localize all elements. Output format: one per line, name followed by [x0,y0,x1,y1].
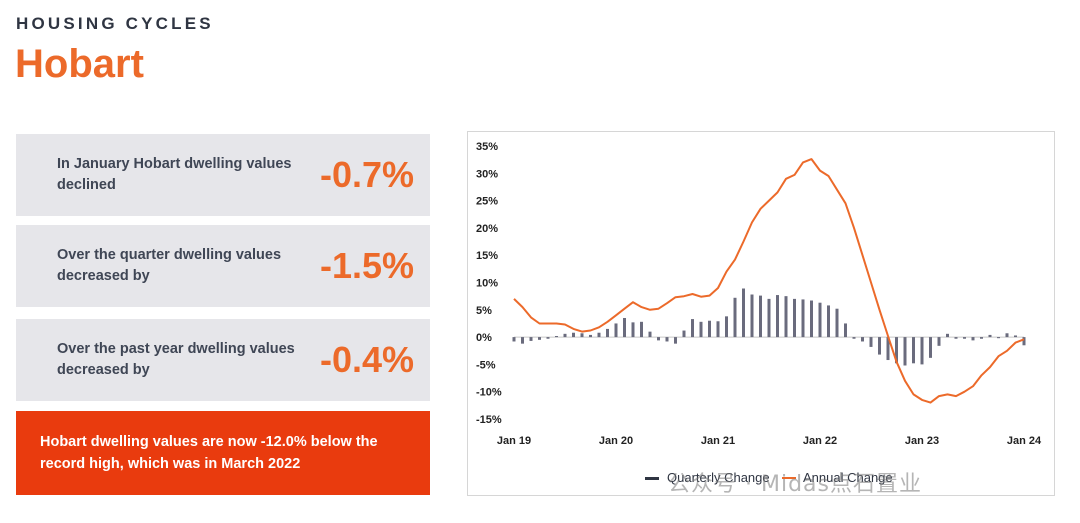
quarterly-change-bar [912,337,915,364]
quarterly-change-bar [512,337,516,342]
y-tick-label: -15% [476,414,502,426]
record-high-callout: Hobart dwelling values are now -12.0% be… [16,411,430,495]
quarterly-change-bar [810,300,813,338]
stat-text: Over the quarter dwelling values decreas… [57,247,282,284]
quarterly-change-bar [861,337,864,342]
x-tick-label: Jan 21 [701,435,735,447]
legend-label-quarterly: Quarterly Change [667,470,770,485]
quarterly-change-bar [563,333,567,338]
quarterly-change-bar [555,336,558,338]
quarterly-change-bar [895,337,898,364]
annual-change-line [513,158,1025,404]
quarterly-change-bar [759,295,762,338]
quarterly-change-bar [793,298,796,338]
quarterly-change-bar [529,337,533,341]
stat-value: -0.7% [319,154,414,195]
watermark-text: 公众号 · Midas点石置业 [668,472,922,497]
quarterly-change-bar [1022,337,1026,346]
quarterly-change-bar [784,296,788,338]
quarterly-change-bar [716,321,720,338]
y-tick-label: 15% [476,250,498,262]
quarterly-change-bar [852,337,856,339]
quarterly-change-bar [521,337,524,344]
stat-value: -1.5% [319,245,414,286]
quarterly-change-bar [980,337,983,339]
quarterly-change-bar [631,322,635,338]
quarterly-change-bar [776,295,779,338]
quarterly-change-bar [648,331,652,338]
quarterly-change-bar [1014,335,1017,338]
quarterly-change-bar [682,330,686,338]
chart-svg: 35% 30% 25% 20% 15% 10% 5% 0% -5% -10% -15% Jan 19 J… [476,141,1042,485]
x-tick-label: Jan 24 [1007,435,1042,447]
legend-label-annual: Annual Change [803,470,893,485]
quarterly-change-bar [665,337,669,342]
y-tick-label: 30% [476,168,498,180]
quarterly-change-bar [657,337,660,341]
stat-text: In January Hobart dwelling values declin… [57,156,292,193]
quarterly-change-bar [827,305,830,338]
x-tick-label: Jan 19 [497,435,531,447]
quarterly-change-bar [997,337,1000,339]
quarterly-change-bar [903,337,907,366]
quarterly-change-bar [801,299,805,338]
quarterly-change-bar [869,337,873,347]
page-title: Hobart [15,42,144,86]
quarterly-change-bar [844,323,847,338]
quarterly-change-bar [1005,333,1009,338]
y-tick-label: 35% [476,141,498,153]
quarterly-change-bar [614,323,618,338]
quarterly-change-bar [623,317,626,338]
quarterly-change-bar [546,337,550,339]
housing-cycle-chart: 35% 30% 25% 20% 15% 10% 5% 0% -5% -10% -15% Jan 19 J… [467,131,1055,496]
y-tick-label: -10% [476,387,502,399]
quarterly-change-bar [818,302,822,338]
y-tick-label: 25% [476,196,498,208]
quarterly-change-bar [886,337,890,361]
section-kicker: HOUSING CYCLES [16,14,214,33]
x-tick-label: Jan 20 [599,435,633,447]
quarterly-change-bar [589,334,592,338]
quarterly-change-bar [878,337,881,355]
quarterly-change-bar [988,334,992,338]
quarterly-change-bar [954,337,958,339]
quarterly-change-bar [733,297,737,338]
stat-text: Over the past year dwelling values decre… [57,341,295,378]
quarterly-change-bar [580,333,584,338]
quarterly-change-bar [572,332,575,338]
quarterly-change-bar [946,333,949,338]
quarterly-change-bar [750,294,754,338]
quarterly-change-bar [725,316,728,338]
y-tick-label: -5% [476,359,496,371]
quarterly-change-bar [963,337,966,339]
stat-card-monthly: In January Hobart dwelling values declin… [16,134,430,216]
quarterly-change-bar [640,321,643,338]
legend-swatch-annual [782,477,796,479]
quarterly-change-bar [691,319,694,338]
y-tick-label: 5% [476,305,492,317]
y-tick-label: 20% [476,223,498,235]
quarterly-change-bar [699,321,703,338]
quarterly-change-bar [929,337,932,358]
quarterly-change-bar [597,332,601,338]
stat-card-annual: Over the past year dwelling values decre… [16,319,430,401]
stat-card-quarterly: Over the quarter dwelling values decreas… [16,225,430,307]
quarterly-change-bar [538,337,541,340]
quarterly-change-bar [971,337,975,341]
quarterly-change-bar [767,298,771,338]
quarterly-change-bar [937,337,941,346]
y-tick-label: 0% [476,332,492,344]
quarterly-change-bar [708,320,711,338]
x-tick-label: Jan 22 [803,435,837,447]
quarterly-change-bar [835,308,839,338]
y-tick-label: 10% [476,278,498,290]
stat-value: -0.4% [319,339,414,380]
quarterly-change-bar [742,288,745,338]
x-tick-label: Jan 23 [905,435,939,447]
quarterly-change-bar [674,337,677,344]
quarterly-change-bar [920,337,924,365]
legend-swatch-quarterly [645,477,659,480]
quarterly-change-bar [606,328,609,338]
